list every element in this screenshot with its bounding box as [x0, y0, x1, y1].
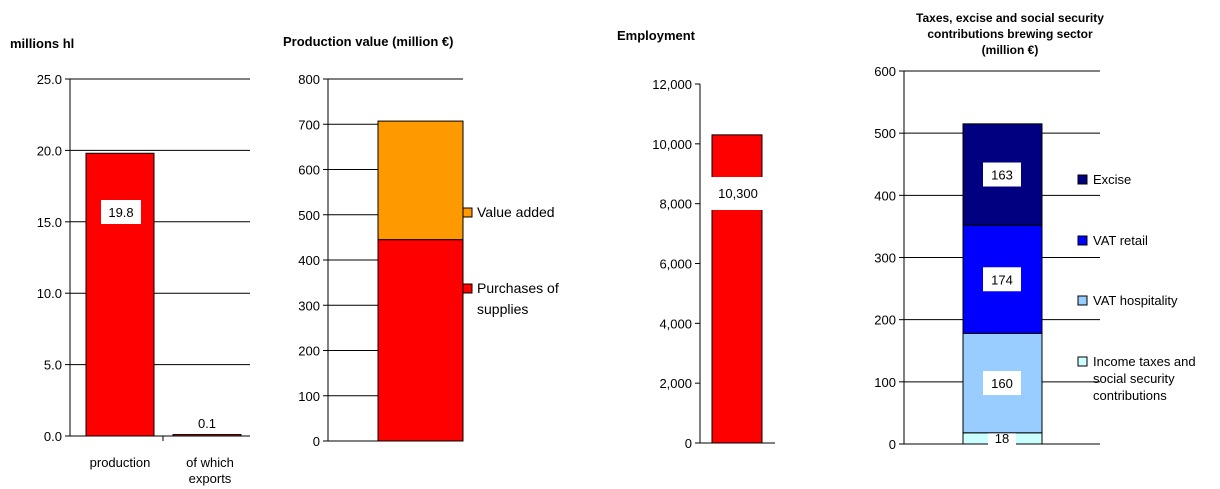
legend-label: Value added	[477, 204, 555, 220]
legend-label-line: Purchases of	[477, 280, 559, 296]
x-category-label-line: exports	[189, 471, 232, 486]
data-label: 163	[991, 168, 1013, 183]
y-tick-label: 4,000	[659, 316, 692, 331]
data-label: 19.8	[108, 205, 133, 220]
y-tick-label: 200	[298, 344, 320, 359]
y-tick-label: 300	[874, 251, 896, 266]
data-label: 160	[991, 376, 1013, 391]
chart-4-title-line: contributions brewing sector	[927, 27, 1093, 41]
data-label-box	[983, 371, 1021, 396]
y-tick-label: 600	[874, 64, 896, 79]
legend-label-line: social security	[1093, 371, 1175, 386]
legend-label: Excise	[1093, 172, 1131, 187]
chart-3-title: Employment	[617, 28, 696, 43]
legend-label-line: VAT hospitality	[1093, 293, 1178, 308]
y-tick-label: 10,000	[652, 137, 692, 152]
y-tick-label: 500	[874, 126, 896, 141]
legend-label: VAT retail	[1093, 233, 1148, 248]
data-label-box	[983, 267, 1021, 292]
data-label: 18	[995, 431, 1009, 446]
y-tick-label: 20.0	[37, 143, 62, 158]
legend-swatch	[1077, 174, 1088, 185]
data-label-box	[988, 430, 1016, 446]
chart-2-title: Production value (million €)	[283, 34, 453, 49]
y-tick-label: 800	[298, 72, 320, 87]
y-tick-label: 8,000	[659, 197, 692, 212]
y-tick-label: 400	[874, 188, 896, 203]
y-tick-label: 600	[298, 163, 320, 178]
y-tick-label: 6,000	[659, 257, 692, 272]
y-tick-label: 300	[298, 298, 320, 313]
y-tick-label: 12,000	[652, 77, 692, 92]
y-tick-label: 0	[313, 434, 320, 449]
legend-label-line: Excise	[1093, 172, 1131, 187]
chart-4-title-line: (million €)	[982, 43, 1039, 57]
legend-label-line: Income taxes and	[1093, 354, 1196, 369]
data-label: 174	[991, 272, 1013, 287]
bar-of-which-exports	[172, 434, 242, 437]
legend-swatch	[1077, 295, 1088, 306]
y-tick-label: 5.0	[44, 358, 62, 373]
legend-label: Purchases of supplies	[477, 280, 559, 317]
x-category-label: of which exports	[186, 455, 234, 486]
bar-production	[85, 152, 155, 437]
y-tick-label: 200	[874, 313, 896, 328]
chart-4-title-line: Taxes, excise and social security	[916, 11, 1104, 25]
y-tick-label: 15.0	[37, 215, 62, 230]
legend-label-line: VAT retail	[1093, 233, 1148, 248]
legend-label: VAT hospitality	[1093, 293, 1178, 308]
bar-segment-value-added	[377, 120, 464, 241]
legend-label: Income taxes and social security contribut…	[1093, 354, 1196, 403]
y-tick-label: 0.0	[44, 429, 62, 444]
y-tick-label: 25.0	[37, 72, 62, 87]
chart-4-title: Taxes, excise and social security contrib…	[916, 11, 1104, 57]
x-category-label: production	[90, 455, 151, 470]
y-tick-label: 0	[685, 436, 692, 451]
y-tick-label: 500	[298, 208, 320, 223]
legend-label-line: supplies	[477, 301, 528, 317]
y-tick-label: 0	[889, 437, 896, 452]
legend-swatch	[1077, 356, 1088, 367]
bar-segment-purchases-of-supplies	[377, 239, 464, 442]
data-label-box	[101, 200, 141, 224]
data-label: 10,300	[718, 186, 758, 201]
data-label-box	[983, 162, 1021, 187]
y-tick-label: 100	[298, 389, 320, 404]
y-tick-label: 400	[298, 253, 320, 268]
legend-label-line: Value added	[477, 204, 555, 220]
x-category-label-line: of which	[186, 455, 234, 470]
legend-swatch	[462, 283, 473, 294]
legend-label-line: contributions	[1093, 388, 1167, 403]
legend-swatch	[1077, 235, 1088, 246]
chart-1-title: millions hl	[10, 36, 74, 51]
y-tick-label: 10.0	[37, 286, 62, 301]
legend-swatch	[462, 207, 473, 218]
y-tick-label: 100	[874, 375, 896, 390]
y-tick-label: 2,000	[659, 376, 692, 391]
data-label: 0.1	[198, 416, 216, 431]
y-tick-label: 700	[298, 117, 320, 132]
data-label-box	[706, 177, 769, 210]
